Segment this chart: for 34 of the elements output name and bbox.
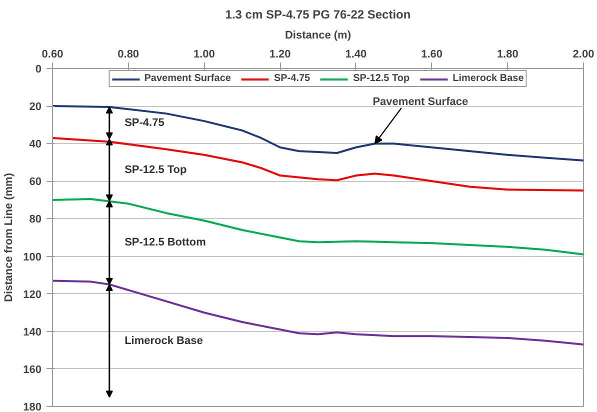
y-tick-label: 140 xyxy=(23,326,42,338)
legend-label: Pavement Surface xyxy=(144,73,231,84)
x-tick-label: 1.20 xyxy=(269,48,291,60)
x-tick-label: 1.00 xyxy=(194,48,215,60)
x-tick-label: 1.80 xyxy=(496,48,518,60)
y-tick-label: 100 xyxy=(23,251,42,264)
annotation: SP-4.75 xyxy=(124,116,164,129)
annotation: Pavement Surface xyxy=(372,96,468,108)
y-tick-label: 180 xyxy=(23,402,42,412)
legend-label: SP-12.5 Top xyxy=(353,73,410,84)
y-tick-label: 120 xyxy=(23,288,42,301)
legend-label: SP-4.75 xyxy=(274,73,310,84)
chart-title: 1.3 cm SP-4.75 PG 76-22 Section xyxy=(225,8,411,22)
y-tick-label: 20 xyxy=(29,101,42,114)
x-tick-label: 1.60 xyxy=(421,48,443,60)
legend-label: Limerock Base xyxy=(452,73,524,84)
x-tick-label: 0.80 xyxy=(118,48,140,60)
y-tick-label: 80 xyxy=(29,214,42,226)
x-tick-label: 1.40 xyxy=(345,48,367,60)
y-tick-label: 160 xyxy=(23,364,42,376)
y-tick-label: 40 xyxy=(29,138,42,151)
line-series xyxy=(52,198,584,256)
line-series xyxy=(52,136,584,192)
x-tick-label: 0.60 xyxy=(42,48,64,60)
annotation: SP-12.5 Bottom xyxy=(124,236,206,249)
y-tick-label: 60 xyxy=(29,176,42,188)
x-tick-label: 2.00 xyxy=(572,48,594,60)
line-series xyxy=(52,280,584,346)
annotation: Limerock Base xyxy=(124,334,203,347)
y-tick-label: 0 xyxy=(35,64,42,76)
annotation: SP-12.5 Top xyxy=(124,164,187,176)
line-series xyxy=(52,105,584,162)
y-axis-title: Distance from Line (mm) xyxy=(3,172,16,302)
x-axis-title: Distance (m) xyxy=(284,30,352,42)
